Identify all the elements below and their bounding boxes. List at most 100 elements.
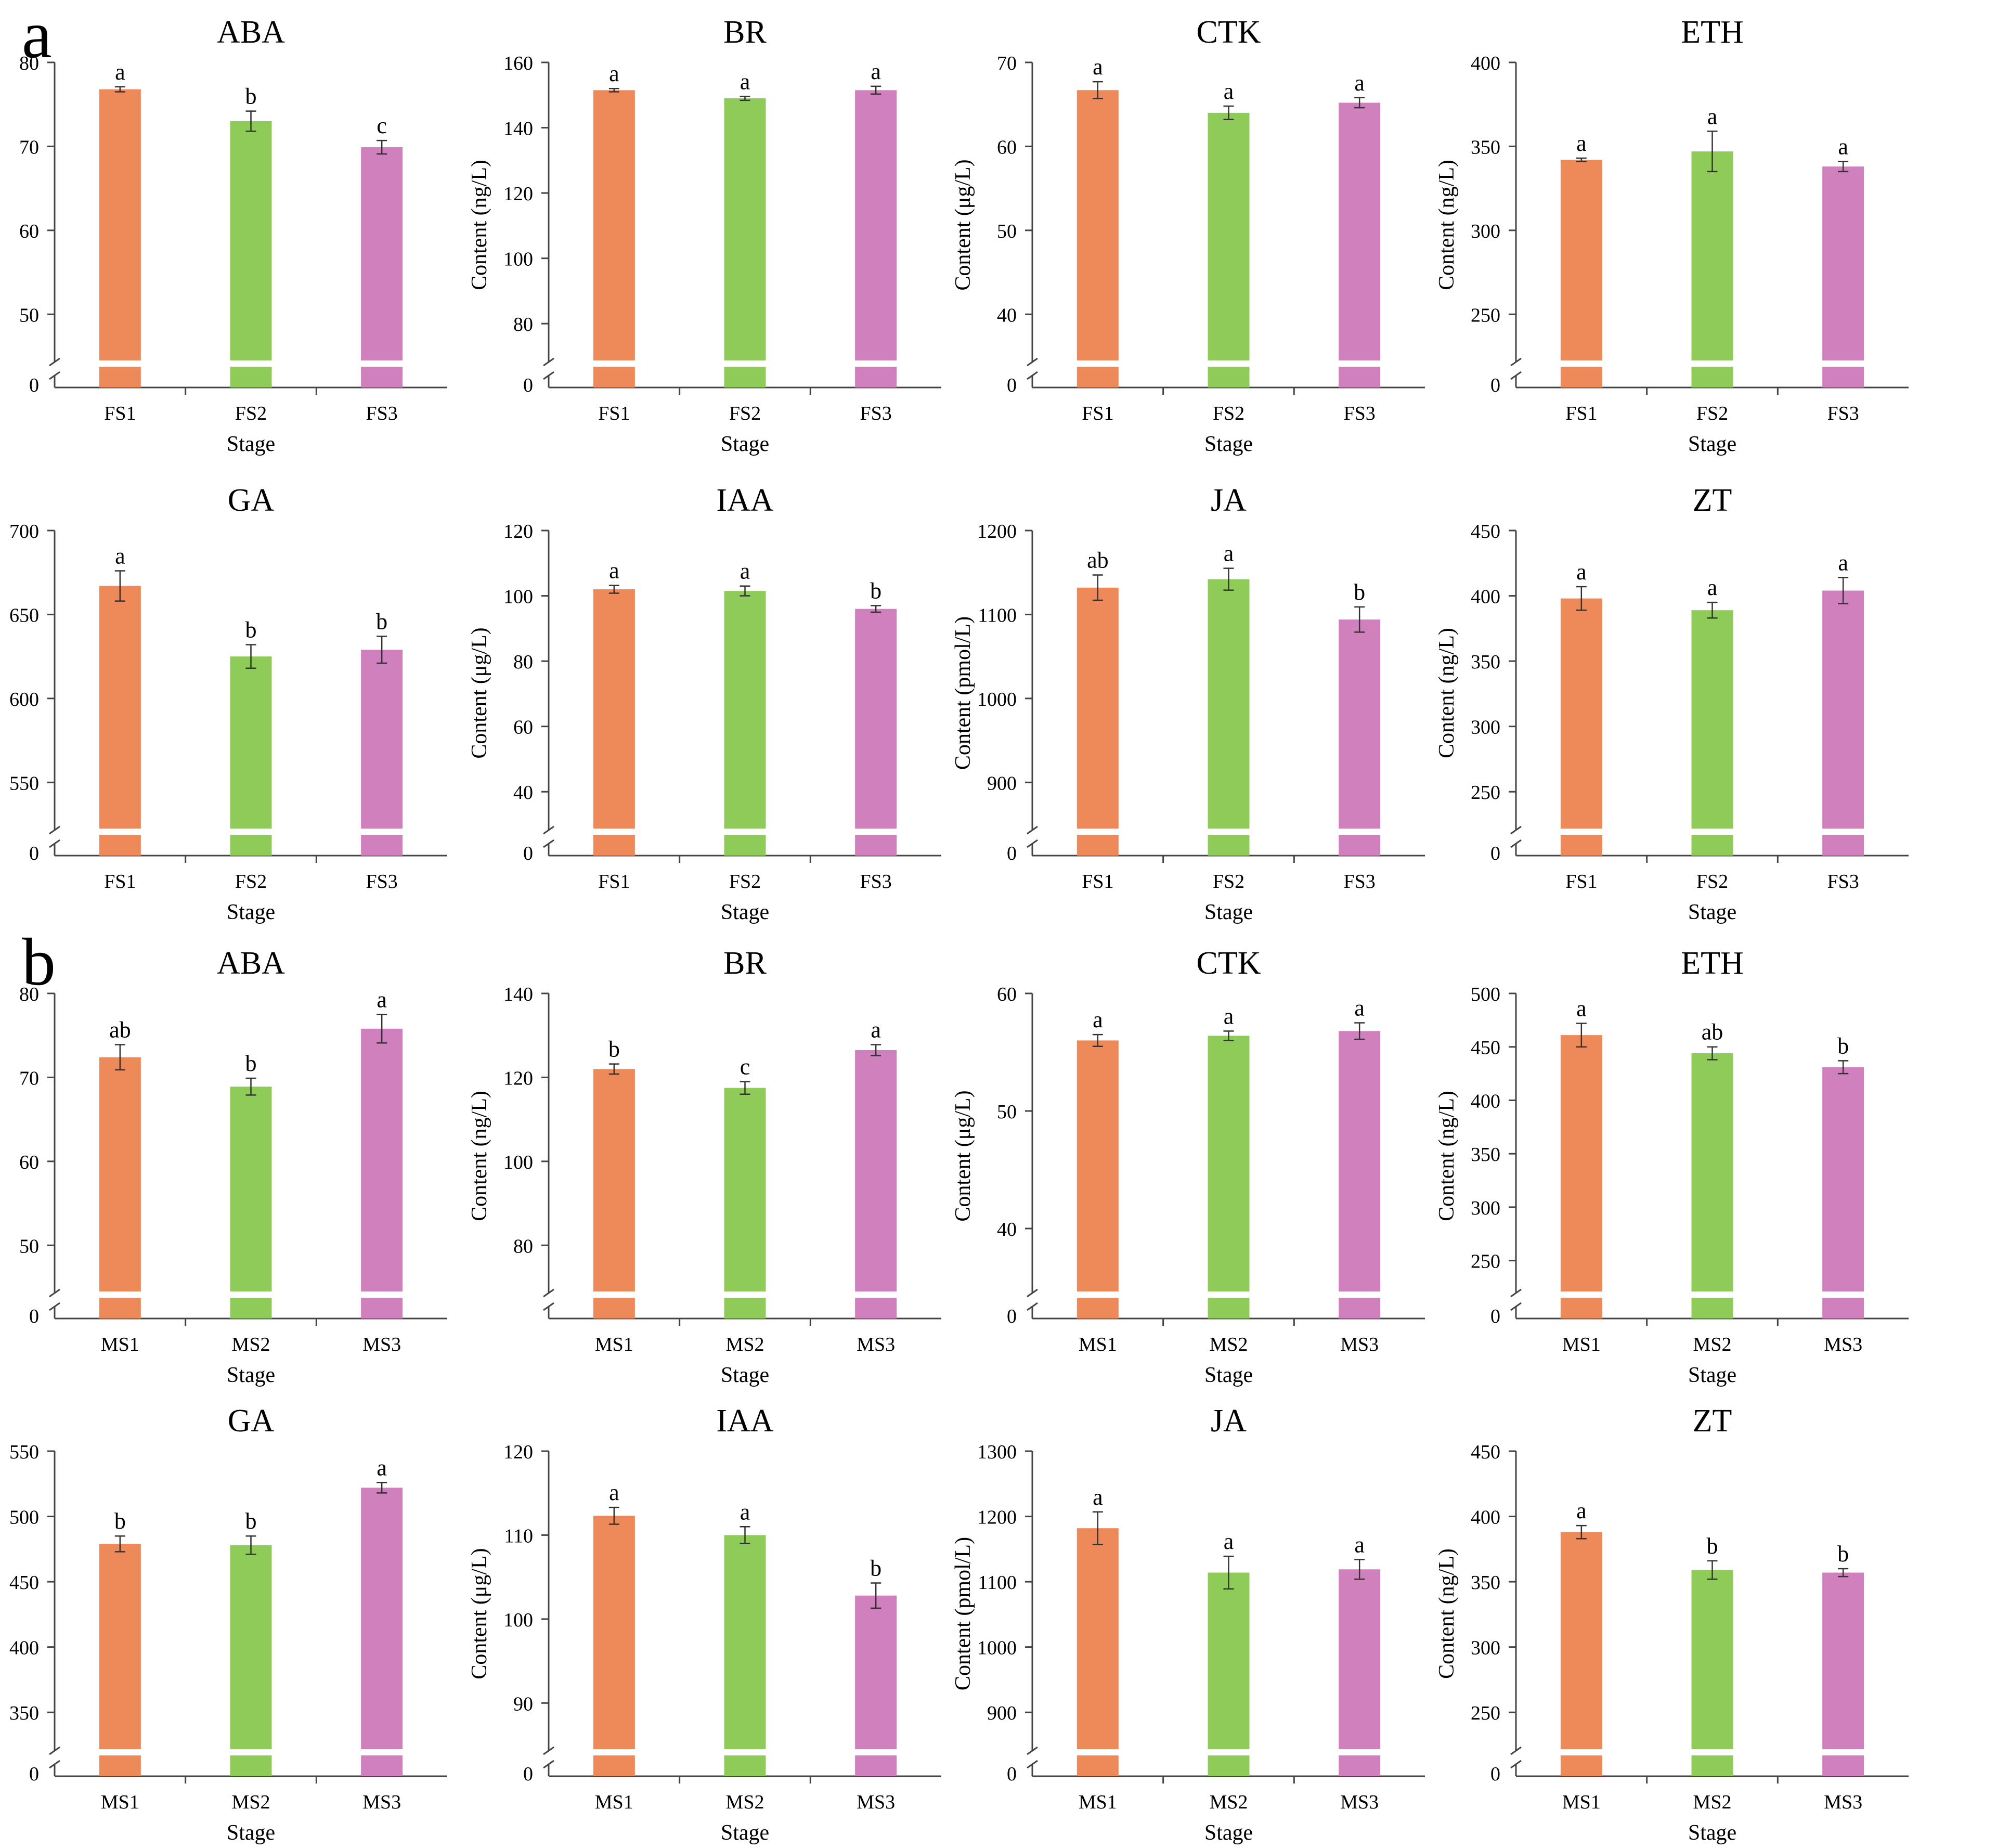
axis-break-mark <box>49 825 60 848</box>
y-tick-label-zero: 0 <box>1490 1763 1500 1785</box>
y-tick-label-zero: 0 <box>523 1763 533 1785</box>
bar-break-gap <box>1338 1291 1382 1298</box>
x-axis-label: Stage <box>1688 900 1736 924</box>
bar-fs2 <box>230 121 272 387</box>
y-tick-label: 350 <box>1471 1572 1500 1594</box>
y-axis-label: Content (ng/L) <box>468 1091 491 1221</box>
error-bar <box>377 139 387 155</box>
y-tick-label-zero: 0 <box>29 1306 39 1327</box>
x-tick-label: MS1 <box>1562 1791 1601 1813</box>
axis-break-mark <box>1510 1288 1522 1311</box>
bar-break-gap <box>1207 1291 1251 1298</box>
bar-fs1 <box>99 89 141 387</box>
y-tick-label: 450 <box>1471 1037 1500 1059</box>
y-tick-label: 350 <box>9 1702 39 1724</box>
error-bar <box>377 1482 387 1494</box>
bar-break-gap <box>229 1749 273 1755</box>
y-tick-label: 400 <box>1471 586 1500 608</box>
axis-break-mark <box>543 1288 554 1311</box>
x-tick-label: FS1 <box>104 403 136 424</box>
chart-a-iaa: IAA 40 60 80 100 120 0 a FS1 a FS2 b FS3 Stage Content… <box>468 483 941 924</box>
chart-b-ja: JA 900 1000 1100 1200 1300 0 a MS1 a MS2 a MS3 Stage C… <box>951 1403 1425 1845</box>
y-tick-label: 80 <box>513 314 533 335</box>
y-tick-label: 300 <box>1471 717 1500 739</box>
x-axis-label: Stage <box>227 1821 275 1845</box>
bar-fs1 <box>1077 587 1119 856</box>
bar-ms1 <box>1077 1040 1119 1319</box>
bar-break-gap <box>1207 360 1251 367</box>
y-tick-label: 400 <box>9 1637 39 1659</box>
error-bar <box>1576 1524 1587 1540</box>
chart-title: ETH <box>1681 15 1744 50</box>
chart-title: JA <box>1211 1403 1247 1439</box>
significance-letter: b <box>376 609 387 634</box>
significance-letter: a <box>1224 79 1234 104</box>
x-tick-label: FS1 <box>1082 403 1113 424</box>
chart-b-zt: ZT 250 300 350 400 450 0 a MS1 b MS2 b MS3 Stage Conte… <box>1435 1403 1909 1845</box>
y-tick-label: 550 <box>9 772 39 794</box>
error-bar <box>1223 1030 1234 1041</box>
y-tick-label: 90 <box>513 1693 533 1715</box>
error-bar <box>1576 586 1587 611</box>
bar-break-gap <box>1821 829 1865 835</box>
x-tick-label: FS3 <box>366 403 398 424</box>
error-bar <box>377 1014 387 1044</box>
x-tick-label: FS2 <box>1213 871 1244 893</box>
bar-break-gap <box>1690 360 1734 367</box>
significance-letter: b <box>1837 1541 1849 1567</box>
significance-letter: a <box>115 59 125 85</box>
y-tick-label: 50 <box>19 304 39 326</box>
x-tick-label: FS2 <box>1696 403 1728 424</box>
y-tick-label: 650 <box>9 604 39 626</box>
bar-ms3 <box>1339 1031 1381 1319</box>
y-tick-label: 900 <box>987 772 1017 794</box>
x-tick-label: MS3 <box>1340 1334 1379 1355</box>
y-tick-label: 140 <box>503 984 533 1005</box>
bar-break-gap <box>98 1749 142 1755</box>
significance-letter: b <box>245 1508 257 1534</box>
chart-title: CTK <box>1197 15 1261 50</box>
y-tick-label: 40 <box>513 782 533 804</box>
y-tick-label: 450 <box>1471 1441 1500 1463</box>
bar-fs3 <box>361 147 403 387</box>
significance-letter: c <box>740 1054 750 1080</box>
significance-letter: a <box>1224 1003 1234 1029</box>
significance-letter: a <box>1838 550 1848 575</box>
y-tick-label: 250 <box>1471 304 1500 326</box>
y-tick-label: 100 <box>503 1152 533 1173</box>
y-axis-label: Content (ng/L) <box>1435 1091 1459 1221</box>
y-axis-label: Content (μg/L) <box>951 1090 975 1221</box>
x-tick-label: MS1 <box>595 1791 633 1813</box>
chart-a-ga: GA5506006507000aFS1bFS2bFS3StageContent … <box>9 483 447 924</box>
y-tick-label: 120 <box>503 521 533 542</box>
y-tick-label: 60 <box>513 717 533 739</box>
y-tick-label-zero: 0 <box>29 374 39 396</box>
y-tick-label: 350 <box>1471 136 1500 158</box>
y-tick-label: 100 <box>503 1609 533 1631</box>
bar-break-gap <box>1559 1291 1603 1298</box>
x-tick-label: MS2 <box>232 1334 270 1355</box>
y-tick-label: 40 <box>997 304 1017 326</box>
bar-fs1 <box>1560 160 1602 387</box>
error-bar <box>871 605 881 613</box>
bar-break-gap <box>723 1749 767 1755</box>
bar-fs2 <box>1208 112 1250 387</box>
y-axis-label: Content (ng/L) <box>1435 628 1459 758</box>
bar-ms2 <box>1691 1053 1733 1319</box>
x-tick-label: MS3 <box>362 1334 401 1355</box>
error-bar <box>1838 1568 1849 1578</box>
bar-ms3 <box>361 1488 403 1776</box>
bar-break-gap <box>229 1291 273 1298</box>
error-bar <box>1092 81 1103 99</box>
bar-ms2 <box>230 1545 272 1776</box>
bar-ms1 <box>1077 1528 1119 1776</box>
y-tick-label: 50 <box>997 221 1017 242</box>
bar-break-gap <box>1690 1291 1734 1298</box>
x-axis-label: Stage <box>721 1363 769 1387</box>
bar-ms2 <box>724 1535 766 1776</box>
significance-letter: a <box>377 987 387 1012</box>
bar-fs3 <box>855 609 897 856</box>
x-axis-label: Stage <box>227 1363 275 1387</box>
x-tick-label: FS1 <box>1565 871 1597 893</box>
y-tick-label: 350 <box>1471 651 1500 673</box>
